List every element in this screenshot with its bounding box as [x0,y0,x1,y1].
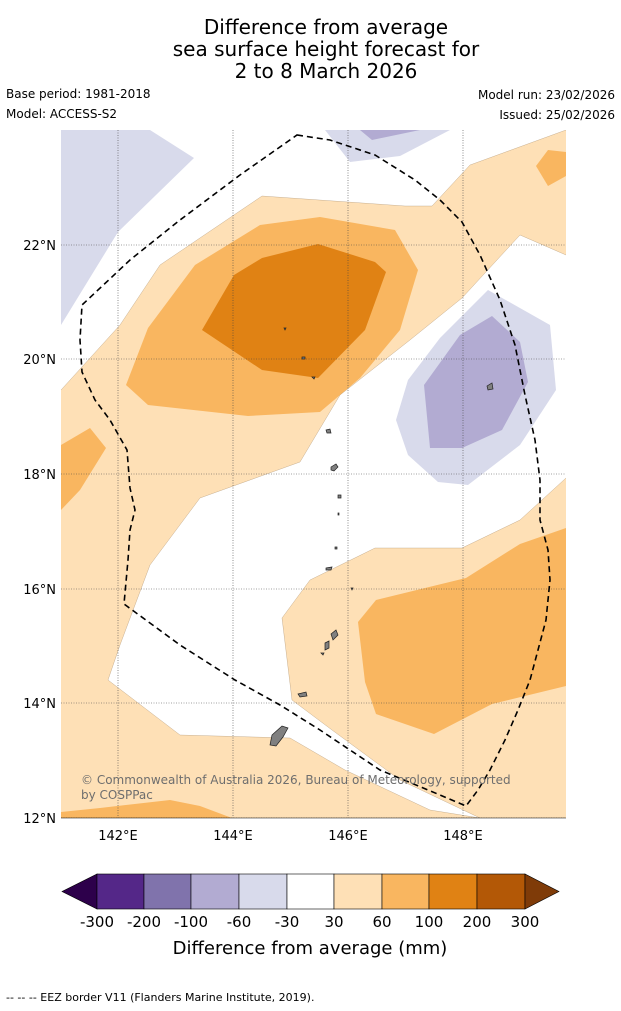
colorbar-bin-p100 [428,873,478,910]
lat-tick-14n: 14°N [23,697,56,712]
colorbar-label-m60: -60 [227,913,252,931]
island-agrihan [325,428,332,434]
colorbar-label-m100: -100 [174,913,208,931]
issued-date: Issued: 25/02/2026 [499,108,615,122]
colorbar-bin-m60 [190,873,240,910]
island-sarigan [334,546,338,550]
copyright-notice: © Commonwealth of Australia 2026, Bureau… [81,773,511,802]
colorbar-bin-m200 [96,873,145,910]
colorbar-label-m300: -300 [80,913,114,931]
title-line-2: sea surface height forecast for [172,37,480,61]
island-tinian [324,640,330,651]
anomaly-region-60-south [61,800,232,818]
colorbar-label-p200: 200 [463,913,492,931]
island-aguijan [320,652,325,656]
island-guguan [337,512,340,516]
island-east [486,382,494,391]
island-rota [297,691,308,698]
colorbar-label-p60: 60 [372,913,391,931]
colorbar-label-m200: -200 [127,913,161,931]
lat-tick-18n: 18°N [23,468,56,483]
lat-tick-22n: 22°N [23,239,56,254]
island-saipan [330,629,339,641]
lat-tick-labels: 22°N 20°N 18°N 16°N 14°N 12°N [23,239,56,827]
anomaly-region-minus60-north [360,130,420,140]
gridlines [61,130,566,818]
anomaly-region-minus30-northwest [61,130,194,325]
base-period: Base period: 1981-2018 [6,87,151,101]
anomaly-region-60-southeast [358,528,566,734]
colorbar-extend-high [524,873,560,910]
title-line-3: 2 to 8 March 2026 [234,59,418,83]
colorbar-bin-m100 [143,873,192,910]
lon-tick-146e: 146°E [328,829,368,844]
island-asuncion [311,376,316,380]
colorbar-title: Difference from average (mm) [173,938,448,959]
colorbar-bin-m30 [238,873,288,910]
island-farallon [283,327,287,331]
lon-tick-labels: 142°E 144°E 146°E 148°E [98,829,483,844]
lon-tick-148e: 148°E [443,829,483,844]
lat-tick-12n: 12°N [23,812,56,827]
colorbar-label-m30: -30 [275,913,300,931]
colorbar-label-p300: 300 [511,913,540,931]
eez-footnote: -- -- -- EEZ border V11 (Flanders Marine… [6,991,315,1004]
copyright-line-2: by COSPPac [81,788,153,802]
colorbar-extend-low [61,873,98,910]
lon-tick-142e: 142°E [98,829,138,844]
contour-lines [61,130,566,818]
eez-border [79,134,551,807]
model-run: Model run: 23/02/2026 [477,88,615,102]
lon-tick-144e: 144°E [213,829,253,844]
island-anatahan [325,566,333,571]
map-title: Difference from average sea surface heig… [0,16,621,82]
colorbar-labels: -300 -200 -100 -60 -30 30 60 100 200 300 [80,913,539,931]
colorbar-bin-p200 [476,873,526,910]
island-guam [269,725,289,747]
model-name: Model: ACCESS-S2 [6,107,118,121]
lat-tick-20n: 20°N [23,353,56,368]
colorbar [61,873,560,910]
colorbar-bin-zero [286,873,335,910]
island-pagan [330,463,339,472]
colorbar-bin-p60 [381,873,430,910]
sea-surface-height-field [61,130,566,818]
anomaly-region-minus30-north [325,130,450,162]
colorbar-bin-p30 [333,873,383,910]
island-group [269,327,494,747]
copyright-line-1: © Commonwealth of Australia 2026, Bureau… [81,773,511,787]
anomaly-region-100-central [202,244,386,378]
lat-tick-16n: 16°N [23,583,56,598]
island-maug [301,356,306,360]
title-line-1: Difference from average [203,15,449,39]
island-alamagan [337,494,342,499]
anomaly-region-60-west [61,428,106,510]
anomaly-region-60-northeast [536,150,566,186]
colorbar-label-p30: 30 [324,913,343,931]
colorbar-label-p100: 100 [415,913,444,931]
anomaly-region-minus60-east [424,316,528,448]
